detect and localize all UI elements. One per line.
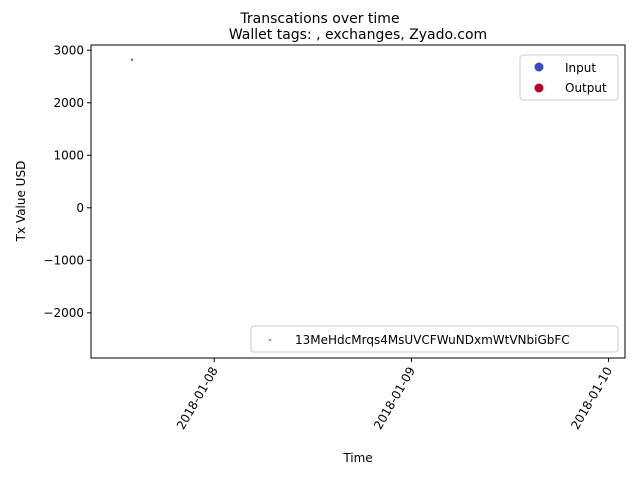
y-axis-label: Tx Value USD xyxy=(14,161,28,243)
output-legend-marker xyxy=(534,83,544,93)
color-legend-frame xyxy=(519,54,619,101)
data-point xyxy=(131,58,134,61)
y-tick-label: 0 xyxy=(76,201,84,215)
y-tick-label: −2000 xyxy=(43,306,84,320)
x-axis-label: Time xyxy=(342,451,372,465)
address-legend-frame xyxy=(250,325,619,353)
input-legend-label: Input xyxy=(565,61,596,75)
x-tick-label: 2018-01-10 xyxy=(568,365,615,432)
address-legend: 13MeHdcMrqs4MsUVCFWuNDxmWtVNbiGbFC xyxy=(250,325,619,353)
x-tick-label: 2018-01-09 xyxy=(371,365,418,432)
address-legend-marker xyxy=(269,339,271,341)
y-axis: −2000 −1000 0 1000 2000 3000 xyxy=(43,43,91,320)
color-legend: Input Output xyxy=(519,54,619,101)
chart-title: Wallet tags: , exchanges, Zyado.com xyxy=(229,27,487,43)
y-tick-label: 1000 xyxy=(53,148,84,162)
output-legend-label: Output xyxy=(565,81,607,95)
chart-suptitle: Transcations over time xyxy=(239,11,399,27)
data-points xyxy=(131,58,134,61)
x-axis: 2018-01-08 2018-01-09 2018-01-10 xyxy=(174,358,615,432)
address-legend-label: 13MeHdcMrqs4MsUVCFWuNDxmWtVNbiGbFC xyxy=(295,333,570,347)
input-legend-marker xyxy=(534,62,544,72)
plot-area xyxy=(90,44,626,359)
y-tick-label: −1000 xyxy=(43,253,84,267)
y-tick-label: 2000 xyxy=(53,96,84,110)
x-tick-label: 2018-01-08 xyxy=(174,365,221,432)
y-tick-label: 3000 xyxy=(53,43,84,57)
